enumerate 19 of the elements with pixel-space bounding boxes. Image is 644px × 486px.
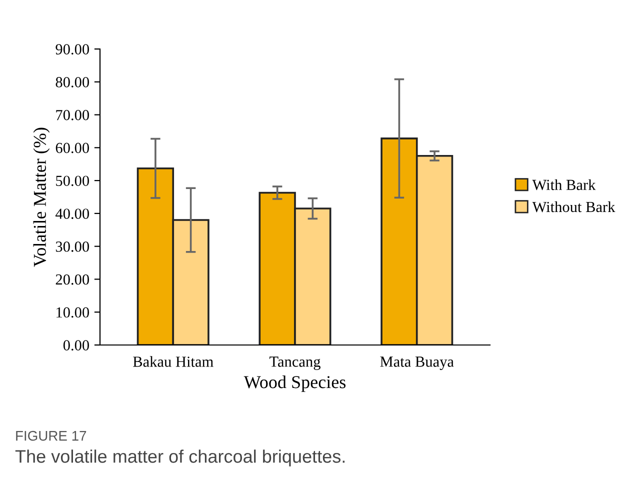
y-tick-label: 90.00: [56, 44, 89, 55]
x-tick-label: Tancang: [270, 356, 320, 370]
legend-label: Without Bark: [532, 201, 616, 212]
y-tick-label: 60.00: [56, 142, 89, 154]
y-tick-label: 30.00: [56, 241, 89, 252]
y-tick-label: 40.00: [56, 208, 89, 219]
caption: FIGURE 17: [16, 430, 86, 441]
y-tick-label: 0.00: [63, 340, 89, 351]
y-tick-label: 50.00: [56, 176, 89, 186]
x-tick-label: Mata Buaya: [380, 356, 454, 370]
y-tick-label: 80.00: [56, 77, 89, 88]
x-axis-title: Wood Species: [244, 376, 346, 392]
y-tick-label: 10.00: [56, 307, 89, 318]
y-axis-title: Volatile Matter (%): [33, 128, 50, 267]
legend-label: With Bark: [532, 179, 596, 190]
text: The volatile matter of charcoal briquettes.: [15, 450, 345, 466]
y-tick-label: 70.00: [56, 110, 89, 120]
x-tick-label: Bakau Hitam: [133, 356, 214, 367]
y-tick-label: 20.00: [56, 274, 89, 285]
